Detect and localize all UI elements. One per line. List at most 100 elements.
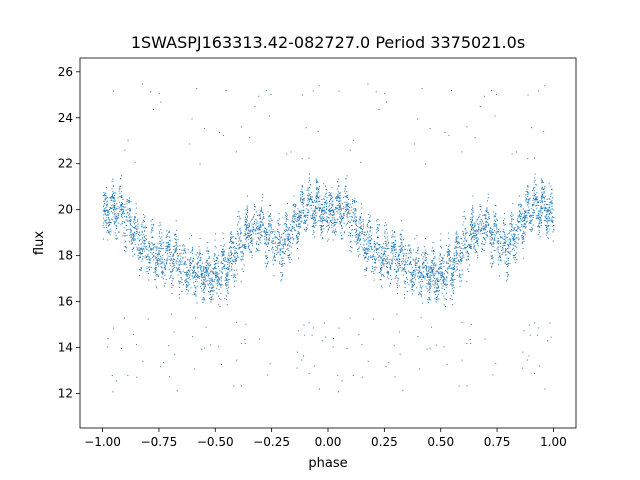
data-point xyxy=(459,269,461,271)
data-point xyxy=(285,234,287,236)
data-point xyxy=(244,224,246,226)
data-point xyxy=(288,233,290,235)
data-point xyxy=(325,193,327,195)
data-point xyxy=(511,229,513,231)
data-point xyxy=(113,209,115,211)
data-point xyxy=(496,241,498,243)
data-point xyxy=(398,261,400,263)
data-point xyxy=(246,224,248,226)
data-point xyxy=(454,241,456,243)
data-point xyxy=(443,254,445,256)
data-point xyxy=(162,273,164,275)
data-point xyxy=(108,213,110,215)
data-point xyxy=(452,279,454,281)
data-point xyxy=(192,261,194,263)
data-point xyxy=(109,230,111,232)
data-point xyxy=(415,287,417,289)
data-point xyxy=(203,297,205,299)
data-point xyxy=(320,229,322,230)
data-point xyxy=(358,240,360,242)
data-point xyxy=(107,338,109,340)
data-point xyxy=(438,286,440,288)
data-point xyxy=(540,222,542,224)
data-point xyxy=(152,259,154,261)
data-point xyxy=(235,280,237,282)
data-point xyxy=(530,222,532,224)
data-point xyxy=(239,236,241,238)
data-point xyxy=(487,219,489,221)
data-point xyxy=(429,291,431,293)
data-point xyxy=(150,242,152,244)
data-point xyxy=(478,224,480,226)
data-point xyxy=(134,228,136,230)
data-point xyxy=(201,348,203,350)
data-point xyxy=(123,212,125,214)
data-point xyxy=(111,181,113,183)
data-point xyxy=(103,194,105,196)
data-point xyxy=(231,257,233,259)
data-point xyxy=(239,248,241,250)
data-point xyxy=(132,242,134,244)
data-point xyxy=(272,240,274,242)
data-point xyxy=(509,243,511,245)
data-point xyxy=(420,271,422,273)
data-point xyxy=(532,224,534,226)
data-point xyxy=(324,201,326,203)
data-point xyxy=(246,220,248,222)
data-point xyxy=(375,91,377,93)
data-point xyxy=(496,226,498,228)
data-point xyxy=(544,215,546,217)
data-point xyxy=(192,258,194,260)
data-point xyxy=(491,239,493,241)
data-point xyxy=(436,295,438,297)
data-point xyxy=(346,215,348,217)
data-point xyxy=(411,283,413,285)
data-point xyxy=(364,252,366,254)
data-point xyxy=(368,221,370,223)
data-point xyxy=(121,217,123,219)
data-point xyxy=(302,202,304,204)
data-point xyxy=(251,223,253,225)
data-point xyxy=(245,247,247,249)
data-point xyxy=(203,266,205,268)
data-point xyxy=(294,211,296,213)
data-point xyxy=(354,216,356,218)
data-point xyxy=(155,279,157,281)
data-point xyxy=(472,210,474,212)
data-point xyxy=(347,197,349,199)
data-point xyxy=(316,201,318,203)
data-point xyxy=(517,215,519,217)
data-point xyxy=(523,230,525,232)
data-point xyxy=(452,284,454,286)
data-point xyxy=(323,201,325,203)
data-point xyxy=(298,232,300,234)
data-point xyxy=(356,239,358,241)
data-point xyxy=(197,256,199,258)
data-point xyxy=(468,247,470,249)
data-point xyxy=(306,219,308,221)
data-point xyxy=(506,236,508,238)
data-point xyxy=(282,232,284,234)
data-point xyxy=(184,256,186,258)
data-point xyxy=(399,238,401,240)
data-point xyxy=(148,245,150,247)
data-point xyxy=(477,218,479,220)
data-point xyxy=(287,218,289,220)
data-point xyxy=(355,209,357,211)
data-point xyxy=(521,235,523,237)
data-point xyxy=(303,198,305,200)
data-point xyxy=(247,235,249,237)
data-point xyxy=(260,208,262,210)
data-point xyxy=(214,263,216,265)
data-point xyxy=(294,217,296,219)
data-point xyxy=(404,283,406,285)
data-point xyxy=(273,253,275,255)
data-point xyxy=(132,237,134,239)
data-point xyxy=(244,219,246,221)
data-point xyxy=(391,260,393,262)
data-point xyxy=(187,270,189,272)
data-point xyxy=(497,251,499,253)
data-point xyxy=(471,212,473,214)
data-point xyxy=(443,273,445,275)
data-point xyxy=(404,271,406,273)
